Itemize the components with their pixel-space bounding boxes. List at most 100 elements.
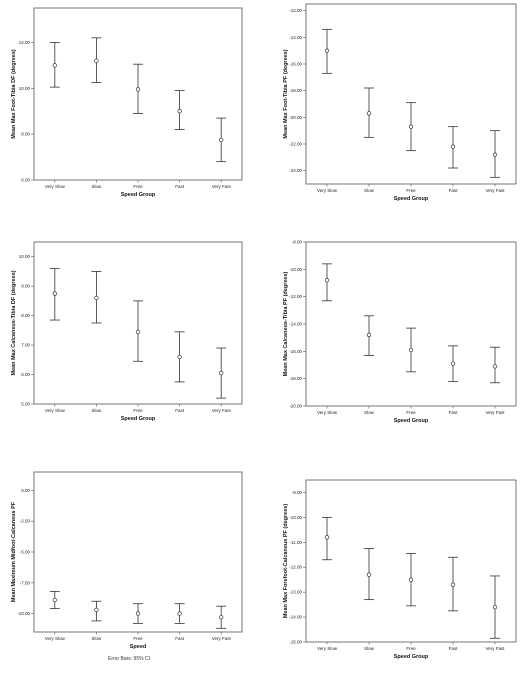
mean-point (94, 607, 99, 612)
y-axis-label: Mean Max Calcaneus-Tibia DF (degrees) (11, 270, 17, 375)
y-tick-label: -12.00 (289, 565, 302, 570)
mean-point (366, 332, 372, 338)
chart-forefoot-calcaneus-pf: -15.00 -14.00 -13.00 -12.00 -11.00 -10.00 -9.0… (283, 479, 517, 660)
y-tick-label: -24.00 (289, 168, 302, 173)
x-tick-label: Very Slow (45, 636, 66, 641)
mean-point (52, 291, 57, 296)
mean-point (366, 111, 372, 116)
y-tick-label: -16.00 (289, 62, 302, 67)
x-tick-label: Free (133, 184, 143, 189)
y-tick-label: 6.00 (21, 372, 30, 377)
mean-point (492, 152, 498, 157)
mean-point (219, 370, 224, 376)
x-axis-label: Speed Group (394, 418, 429, 424)
mean-point (177, 354, 182, 360)
x-tick-label: Very Fast (212, 408, 232, 413)
y-tick-label: -9.00 (292, 490, 303, 495)
y-tick-label: -20.00 (289, 115, 302, 120)
plot-frame (305, 241, 517, 407)
y-axis-label: Mean Max Forefoot-Calcaneus PF (degrees) (283, 504, 289, 618)
chart-midfoot-calcaneus-pf: -10.00 -7.50 -5.00 -2.50 0.00 Very Slow Slow Fr… (11, 471, 243, 650)
y-tick-label: 7.00 (21, 343, 30, 348)
mean-point (177, 109, 182, 114)
chart-foot-tibia-pf: -24.00 -22.00 -20.00 -18.00 -16.00 -14.00 -12.… (283, 3, 517, 202)
mean-point (52, 63, 57, 68)
mean-point (366, 572, 372, 577)
mean-point (492, 364, 498, 369)
y-tick-label: 12.00 (19, 40, 31, 45)
x-tick-label: Very Fast (212, 184, 232, 189)
chart-calcaneus-tibia-df: 5.00 6.00 7.00 8.00 9.00 10.00 Very Slow Slow Fr… (11, 241, 243, 422)
x-tick-label: Very Fast (485, 410, 505, 415)
y-tick-label: -12.00 (289, 294, 302, 299)
x-tick-label: Free (406, 410, 416, 415)
y-tick-label: -15.00 (289, 640, 302, 645)
chart-calcaneus-tibia-pf: -20.00 -18.00 -16.00 -14.00 -12.00 -10.00 -8.0… (283, 240, 517, 424)
x-tick-label: Slow (364, 188, 375, 193)
y-tick-label: 10.00 (19, 86, 31, 91)
mean-point (324, 48, 330, 53)
x-axis-label: Speed (130, 644, 147, 650)
x-axis-label: Speed Group (394, 196, 429, 202)
y-axis-label: Mean Max Calcaneus-Tibia PF (degrees) (283, 271, 289, 376)
y-tick-label: 0.00 (21, 488, 30, 493)
y-tick-label: -5.00 (20, 550, 31, 555)
x-axis-label: Speed Group (121, 192, 156, 198)
x-tick-label: Very Slow (45, 184, 66, 189)
x-tick-label: Slow (92, 636, 103, 641)
y-tick-label: -10.00 (289, 267, 302, 272)
x-tick-label: Slow (92, 408, 103, 413)
mean-point (408, 577, 414, 582)
mean-point (94, 58, 99, 63)
x-tick-label: Slow (364, 410, 375, 415)
y-tick-label: -14.00 (289, 322, 302, 327)
y-tick-label: 10.00 (19, 254, 31, 259)
x-tick-label: Free (406, 188, 416, 193)
y-axis-label: Mean Maximum Midfoot-Calcaneus PF (11, 501, 17, 602)
mean-point (135, 87, 141, 92)
y-tick-label: -16.00 (289, 349, 302, 354)
x-tick-label: Very Fast (212, 636, 232, 641)
x-tick-label: Fast (175, 636, 185, 641)
mean-point (324, 278, 330, 283)
mean-point (135, 611, 141, 616)
mean-point (135, 329, 141, 334)
x-tick-label: Fast (449, 410, 459, 415)
y-tick-label: -14.00 (289, 615, 302, 620)
y-tick-label: -10.00 (289, 515, 302, 520)
x-tick-label: Very Fast (485, 188, 505, 193)
y-tick-label: -2.50 (20, 519, 31, 524)
y-tick-label: -20.00 (289, 404, 302, 409)
x-tick-label: Free (133, 408, 143, 413)
y-tick-label: -14.00 (289, 35, 302, 40)
y-axis-label: Mean Max Foot-Tibia DF (degrees) (11, 49, 17, 139)
mean-point (408, 347, 414, 353)
x-tick-label: Very Slow (317, 410, 338, 415)
error-bars-footnote: Error Bars: 95% CI (108, 656, 150, 662)
mean-point (492, 604, 498, 610)
y-tick-label: -7.50 (20, 580, 31, 585)
mean-point (52, 597, 57, 603)
x-tick-label: Slow (92, 184, 103, 189)
y-tick-label: -12.00 (289, 8, 302, 13)
y-tick-label: -13.00 (289, 590, 302, 595)
x-tick-label: Fast (449, 188, 459, 193)
x-tick-label: Fast (175, 408, 185, 413)
mean-point (324, 535, 330, 540)
x-tick-label: Fast (449, 646, 459, 651)
chart-foot-tibia-df: 6.00 8.00 10.00 12.00 Very Slow Slow Free Fast V… (11, 7, 243, 198)
mean-point (219, 615, 224, 620)
x-tick-label: Slow (364, 646, 375, 651)
mean-point (408, 124, 414, 129)
y-tick-label: -8.00 (292, 240, 303, 245)
y-tick-label: 9.00 (21, 284, 30, 289)
mean-point (450, 361, 456, 366)
y-axis-label: Mean Max Foot-Tibia PF (degrees) (283, 49, 289, 138)
x-tick-label: Very Fast (485, 646, 505, 651)
x-axis-label: Speed Group (121, 416, 156, 422)
y-tick-label: -11.00 (290, 540, 303, 545)
x-tick-label: Free (133, 636, 143, 641)
mean-point (94, 295, 99, 301)
x-tick-label: Free (406, 646, 416, 651)
x-tick-label: Fast (175, 184, 185, 189)
